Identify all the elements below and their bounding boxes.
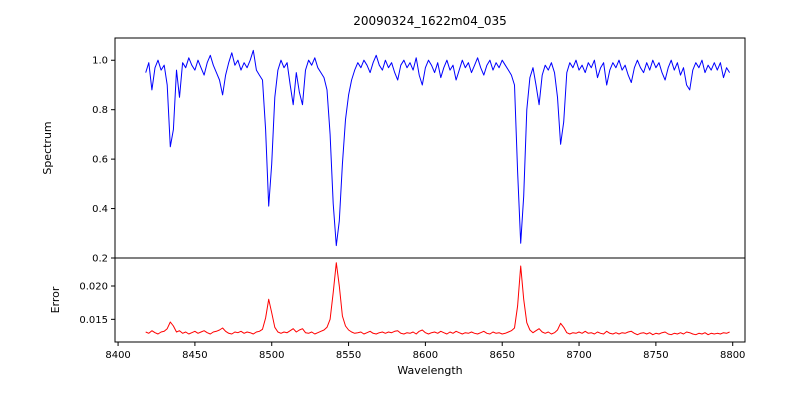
x-tick-label: 8700: [566, 350, 591, 361]
error-y-tick-label: 0.020: [79, 282, 108, 293]
x-tick-label: 8450: [182, 350, 207, 361]
spectrum-y-tick-label: 0.4: [92, 204, 108, 215]
spectrum-y-axis-label: Spectrum: [41, 121, 54, 175]
x-tick-label: 8600: [413, 350, 438, 361]
spectrum-y-tick-label: 0.2: [92, 254, 108, 265]
spectrum-y-tick-label: 0.6: [92, 155, 108, 166]
error-panel-border: [114, 257, 746, 343]
x-tick-label: 8400: [105, 350, 130, 361]
spectrum-line: [145, 49, 731, 247]
x-axis-label: Wavelength: [397, 364, 463, 377]
x-tick-label: 8750: [643, 350, 668, 361]
x-tick-label: 8550: [336, 350, 361, 361]
spectrum-y-tick-label: 1.0: [92, 56, 108, 67]
error-y-axis-label: Error: [49, 286, 62, 314]
x-tick-label: 8800: [720, 350, 745, 361]
error-line: [145, 262, 730, 336]
error-y-tick-label: 0.015: [79, 315, 108, 326]
x-tick-label: 8500: [259, 350, 284, 361]
spectrum-y-tick-label: 0.8: [92, 105, 108, 116]
chart-title: 20090324_1622m04_035: [353, 14, 507, 28]
x-tick-label: 8650: [489, 350, 514, 361]
